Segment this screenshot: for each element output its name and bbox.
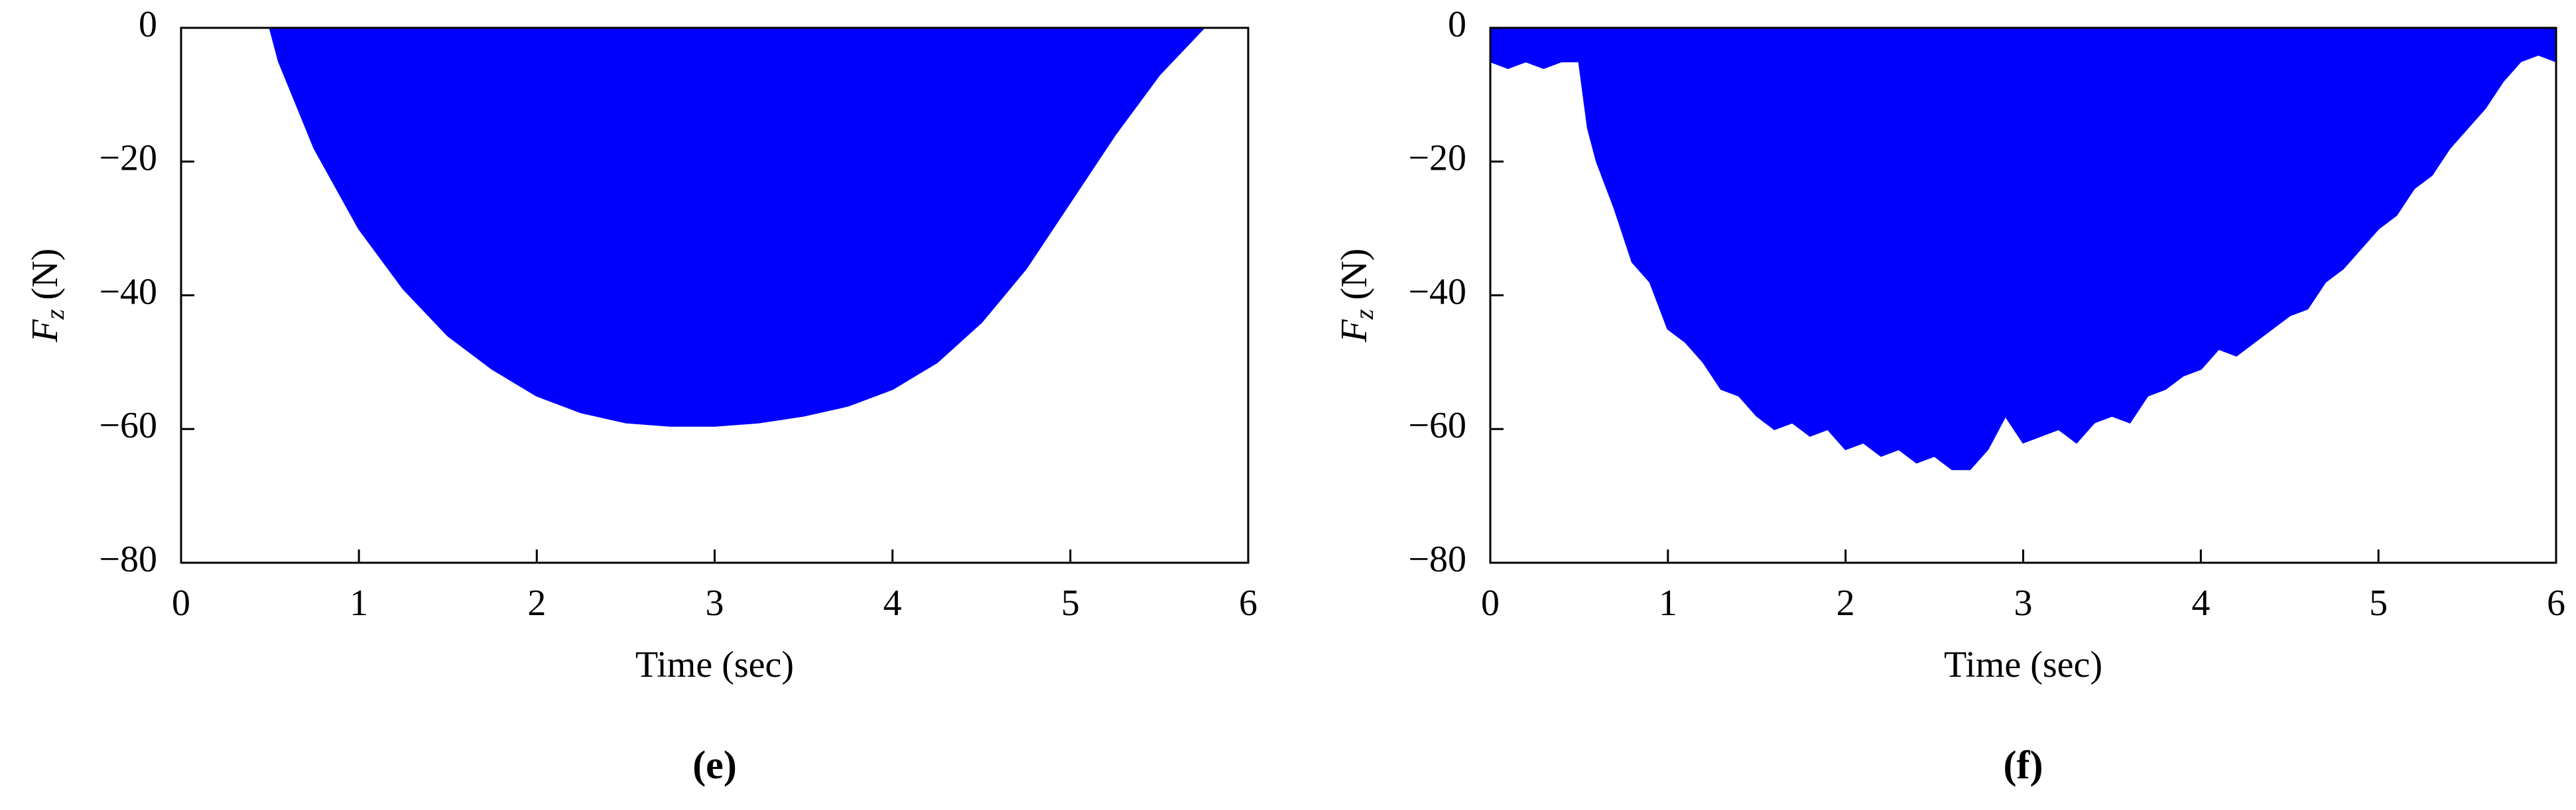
x-tick-label: 2	[527, 583, 546, 624]
caption: (e)	[692, 743, 737, 787]
y-tick-label: −80	[1408, 539, 1466, 580]
x-tick-label: 6	[2547, 583, 2565, 624]
x-tick-label: 4	[2191, 583, 2210, 624]
y-label-unit: (N)	[25, 249, 66, 300]
y-tick-label: −80	[99, 539, 157, 580]
area	[1489, 27, 2557, 471]
y-tick-label: −40	[99, 271, 157, 312]
x-axis-label: Time (sec)	[635, 644, 794, 685]
y-tick-label: −20	[1408, 138, 1466, 179]
x-tick-label: 6	[1239, 583, 1257, 624]
x-tick-label: 2	[1836, 583, 1855, 624]
x-axis-label: Time (sec)	[1944, 644, 2102, 685]
y-tick-label: −60	[1408, 405, 1466, 446]
y-label-subscript: z	[40, 309, 70, 320]
y-axis-label: Fz (N)	[25, 249, 70, 343]
y-tick-label: 0	[139, 4, 157, 45]
x-tick-label: 5	[1061, 583, 1080, 624]
y-label-subscript: z	[1349, 309, 1379, 320]
x-tick-label: 0	[172, 583, 190, 624]
x-tick-label: 4	[883, 583, 902, 624]
y-label-symbol: F	[1334, 319, 1375, 343]
x-tick-label: 0	[1481, 583, 1500, 624]
y-label-space	[25, 300, 66, 309]
x-tick-label: 5	[2369, 583, 2388, 624]
x-tick-label: 1	[350, 583, 368, 624]
y-tick-label: 0	[1448, 4, 1466, 45]
x-tick-label: 3	[2014, 583, 2033, 624]
caption: (f)	[2004, 743, 2043, 787]
y-label-unit: (N)	[1334, 249, 1375, 300]
y-tick-label: −40	[1408, 271, 1466, 312]
y-tick-label: −60	[99, 405, 157, 446]
y-tick-label: −20	[99, 138, 157, 179]
y-label-symbol: F	[25, 319, 66, 343]
x-tick-label: 3	[706, 583, 724, 624]
x-tick-label: 1	[1659, 583, 1677, 624]
area	[181, 27, 1248, 427]
y-label-space	[1334, 300, 1375, 309]
y-axis-label: Fz (N)	[1334, 249, 1379, 343]
